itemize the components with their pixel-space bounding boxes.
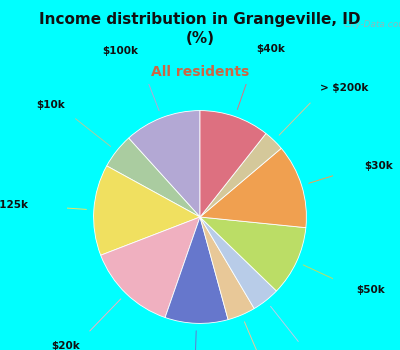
Wedge shape <box>200 133 281 217</box>
Text: > $200k: > $200k <box>320 83 368 93</box>
Wedge shape <box>165 217 228 323</box>
Wedge shape <box>94 166 200 255</box>
Text: $10k: $10k <box>36 100 65 110</box>
Wedge shape <box>129 111 200 217</box>
Text: $125k: $125k <box>0 201 28 210</box>
Wedge shape <box>200 217 276 309</box>
Text: Income distribution in Grangeville, ID
(%): Income distribution in Grangeville, ID (… <box>39 12 361 46</box>
Text: $40k: $40k <box>256 44 286 54</box>
Text: $20k: $20k <box>52 341 80 350</box>
Wedge shape <box>200 111 266 217</box>
Text: $30k: $30k <box>365 161 393 171</box>
Wedge shape <box>107 138 200 217</box>
Text: $100k: $100k <box>102 46 138 56</box>
Text: All residents: All residents <box>151 65 249 79</box>
Wedge shape <box>200 148 306 228</box>
Wedge shape <box>101 217 200 317</box>
Text: City-Data.com: City-Data.com <box>344 20 400 29</box>
Text: $50k: $50k <box>356 285 385 295</box>
Wedge shape <box>200 217 254 320</box>
Wedge shape <box>200 217 306 291</box>
